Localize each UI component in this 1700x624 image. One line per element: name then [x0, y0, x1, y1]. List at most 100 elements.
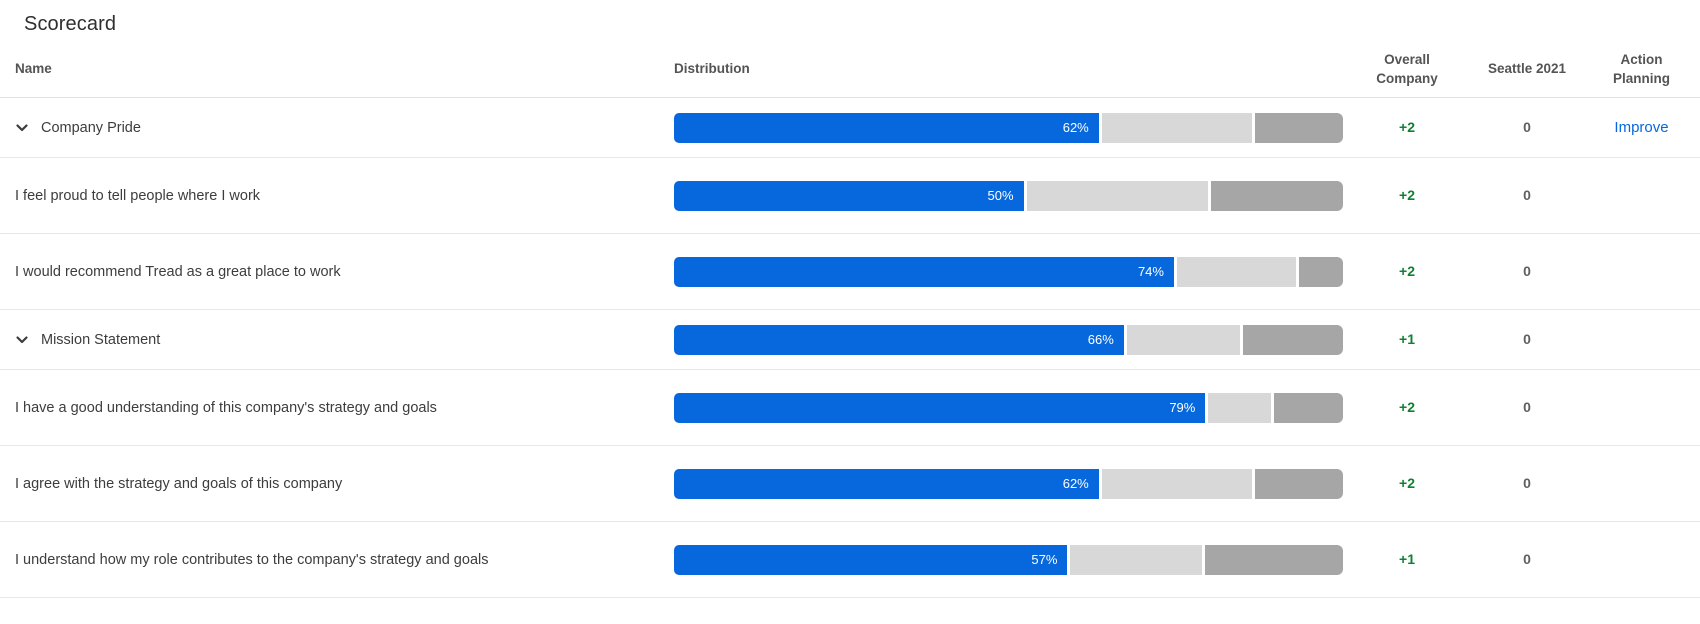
row-name-cell: I feel proud to tell people where I work	[0, 188, 660, 204]
improve-link[interactable]: Improve	[1614, 118, 1669, 136]
seattle-2021-value: 0	[1523, 330, 1531, 347]
table-row: I would recommend Tread as a great place…	[0, 234, 1700, 310]
chevron-down-icon[interactable]	[15, 333, 29, 347]
row-overall-company-cell: +2	[1343, 119, 1471, 137]
unfavorable-segment	[1255, 468, 1343, 499]
overall-company-value: +2	[1399, 118, 1415, 135]
favorable-segment: 50%	[674, 180, 1024, 211]
unfavorable-segment	[1242, 324, 1343, 355]
row-name-cell: I agree with the strategy and goals of t…	[0, 476, 660, 492]
overall-company-value: +1	[1399, 550, 1415, 567]
distribution-bar: 74%	[674, 256, 1343, 287]
favorable-percent-label: 62%	[1062, 120, 1089, 135]
seattle-2021-value: 0	[1523, 262, 1531, 279]
favorable-percent-label: 74%	[1137, 264, 1164, 279]
distribution-bar: 57%	[674, 544, 1343, 575]
favorable-percent-label: 79%	[1169, 400, 1196, 415]
row-overall-company-cell: +1	[1343, 331, 1471, 349]
row-seattle-2021-cell: 0	[1471, 551, 1583, 569]
overall-company-value: +2	[1399, 398, 1415, 415]
row-action-planning-cell: Improve	[1583, 119, 1700, 137]
table-row: I feel proud to tell people where I work…	[0, 158, 1700, 234]
overall-company-value: +2	[1399, 262, 1415, 279]
favorable-percent-label: 66%	[1087, 332, 1114, 347]
chevron-down-icon[interactable]	[15, 121, 29, 135]
favorable-segment: 74%	[674, 256, 1174, 287]
seattle-2021-value: 0	[1523, 398, 1531, 415]
unfavorable-segment	[1299, 256, 1343, 287]
row-distribution-cell: 79%	[660, 392, 1344, 423]
table-row: Company Pride 62% +2 0 Improve	[0, 98, 1700, 158]
neutral-segment	[1126, 324, 1240, 355]
distribution-bar: 79%	[674, 392, 1344, 423]
column-header-distribution: Distribution	[674, 61, 750, 76]
row-distribution-cell: 62%	[660, 112, 1343, 143]
distribution-bar: 50%	[674, 180, 1343, 211]
unfavorable-segment	[1205, 544, 1343, 575]
neutral-segment	[1101, 468, 1253, 499]
row-overall-company-cell: +2	[1343, 399, 1471, 417]
row-overall-company-cell: +2	[1343, 187, 1471, 205]
row-distribution-cell: 50%	[660, 180, 1343, 211]
row-name-cell: I would recommend Tread as a great place…	[0, 264, 660, 280]
favorable-segment: 62%	[674, 468, 1099, 499]
row-seattle-2021-cell: 0	[1471, 331, 1583, 349]
favorable-segment: 79%	[674, 392, 1206, 423]
seattle-2021-value: 0	[1523, 474, 1531, 491]
overall-company-value: +2	[1399, 186, 1415, 203]
row-distribution-cell: 74%	[660, 256, 1343, 287]
favorable-segment: 62%	[674, 112, 1099, 143]
scorecard-rows: Company Pride 62% +2 0 Improve I feel pr…	[0, 98, 1700, 598]
row-overall-company-cell: +2	[1343, 475, 1471, 493]
column-header-name: Name	[15, 61, 52, 76]
table-row: Mission Statement 66% +1 0	[0, 310, 1700, 370]
table-row: I have a good understanding of this comp…	[0, 370, 1700, 446]
row-name-cell: Company Pride	[0, 120, 660, 136]
favorable-percent-label: 57%	[1031, 552, 1058, 567]
distribution-bar: 62%	[674, 112, 1343, 143]
row-label: Mission Statement	[41, 331, 161, 348]
neutral-segment	[1208, 392, 1272, 423]
row-name-cell: I have a good understanding of this comp…	[0, 400, 660, 416]
seattle-2021-value: 0	[1523, 118, 1531, 135]
table-row: I understand how my role contributes to …	[0, 522, 1700, 598]
column-header-action-planning: Action Planning	[1613, 51, 1670, 86]
favorable-percent-label: 50%	[987, 188, 1014, 203]
column-header-seattle-2021: Seattle 2021	[1487, 61, 1567, 76]
neutral-segment	[1070, 544, 1203, 575]
neutral-segment	[1026, 180, 1209, 211]
row-seattle-2021-cell: 0	[1471, 475, 1583, 493]
page-title: Scorecard	[24, 13, 117, 35]
favorable-segment: 66%	[674, 324, 1124, 355]
row-seattle-2021-cell: 0	[1471, 263, 1583, 281]
row-distribution-cell: 62%	[660, 468, 1343, 499]
row-overall-company-cell: +2	[1343, 263, 1471, 281]
column-header-overall-company: Overall Company	[1376, 51, 1438, 86]
row-name-cell: Mission Statement	[0, 332, 660, 348]
overall-company-value: +1	[1399, 330, 1415, 347]
distribution-bar: 66%	[674, 324, 1343, 355]
row-label: I agree with the strategy and goals of t…	[15, 475, 343, 492]
unfavorable-segment	[1211, 180, 1343, 211]
table-header: Name Distribution Overall Company Seattl…	[0, 40, 1700, 98]
row-label: I understand how my role contributes to …	[15, 551, 489, 568]
row-label: Company Pride	[41, 119, 141, 136]
neutral-segment	[1176, 256, 1297, 287]
row-label: I feel proud to tell people where I work	[15, 187, 261, 204]
neutral-segment	[1101, 112, 1253, 143]
row-seattle-2021-cell: 0	[1471, 399, 1583, 417]
row-name-cell: I understand how my role contributes to …	[0, 552, 660, 568]
overall-company-value: +2	[1399, 474, 1415, 491]
row-label: I would recommend Tread as a great place…	[15, 263, 341, 280]
row-label: I have a good understanding of this comp…	[15, 399, 437, 416]
distribution-bar: 62%	[674, 468, 1343, 499]
table-row: I agree with the strategy and goals of t…	[0, 446, 1700, 522]
favorable-segment: 57%	[674, 544, 1068, 575]
favorable-percent-label: 62%	[1062, 476, 1089, 491]
seattle-2021-value: 0	[1523, 186, 1531, 203]
row-overall-company-cell: +1	[1343, 551, 1471, 569]
row-distribution-cell: 57%	[660, 544, 1343, 575]
row-distribution-cell: 66%	[660, 324, 1343, 355]
unfavorable-segment	[1255, 112, 1343, 143]
